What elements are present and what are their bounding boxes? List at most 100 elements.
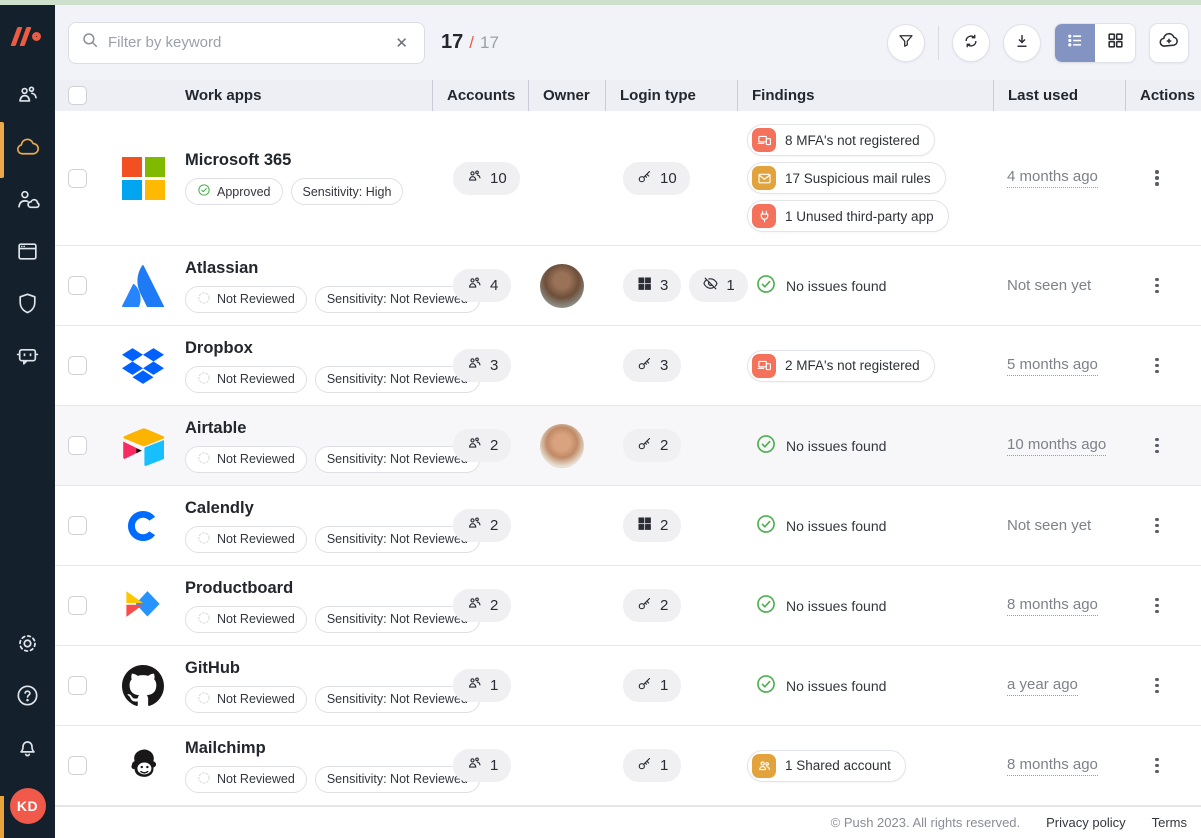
windows-icon bbox=[636, 275, 653, 296]
badge-row: Not Reviewed Sensitivity: Not Reviewed bbox=[185, 685, 480, 713]
cloud-add-icon bbox=[1158, 30, 1180, 55]
no-issues-label: No issues found bbox=[786, 437, 887, 454]
findings-cell: 1 Shared account bbox=[737, 749, 993, 782]
sidebar-item-person-cloud[interactable] bbox=[0, 176, 55, 228]
dashed-circle-icon bbox=[197, 291, 211, 308]
list-view-icon bbox=[1066, 31, 1085, 55]
no-issues-found: No issues found bbox=[747, 593, 886, 618]
key-icon bbox=[636, 168, 653, 189]
findings-stack: 2 MFA's not registered bbox=[747, 349, 935, 382]
dashed-circle-icon bbox=[197, 531, 211, 548]
row-checkbox[interactable] bbox=[68, 596, 87, 615]
column-header-last-used[interactable]: Last used bbox=[1008, 87, 1079, 104]
search-box: ✕ bbox=[68, 21, 425, 64]
team-icon bbox=[15, 83, 40, 113]
view-toggle bbox=[1054, 22, 1136, 63]
row-menu-icon[interactable] bbox=[1149, 352, 1165, 380]
owner-avatar[interactable] bbox=[540, 263, 584, 308]
accounts-icon bbox=[466, 275, 483, 296]
user-avatar[interactable]: KD bbox=[9, 788, 46, 824]
column-header-login-type[interactable]: Login type bbox=[620, 87, 696, 104]
badge-label: Sensitivity: Not Reviewed bbox=[326, 292, 468, 306]
download-button[interactable] bbox=[1003, 23, 1041, 62]
search-input[interactable] bbox=[108, 34, 392, 51]
select-all-checkbox[interactable] bbox=[68, 86, 87, 105]
column-header-work-apps[interactable]: Work apps bbox=[185, 87, 262, 104]
sidebar-item-gear[interactable] bbox=[0, 620, 55, 672]
badge-label: Not Reviewed bbox=[217, 772, 295, 786]
sidebar-item-shield[interactable] bbox=[0, 280, 55, 332]
cloud-add-button[interactable] bbox=[1149, 22, 1189, 63]
owner-avatar[interactable] bbox=[540, 423, 584, 468]
row-menu-icon[interactable] bbox=[1149, 752, 1165, 780]
table-row[interactable]: Microsoft 365 Approved Sensitivity: High 10… bbox=[55, 111, 1201, 246]
row-checkbox[interactable] bbox=[68, 168, 87, 188]
help-icon bbox=[15, 683, 40, 713]
app-badge: Not Reviewed bbox=[185, 765, 307, 793]
table-body: Microsoft 365 Approved Sensitivity: High 10… bbox=[55, 111, 1201, 806]
list-view-button[interactable] bbox=[1055, 23, 1095, 62]
badge-label: Not Reviewed bbox=[217, 532, 295, 546]
login-count: 2 bbox=[660, 597, 669, 614]
check-circle-icon bbox=[755, 673, 777, 698]
table-row[interactable]: Airtable Not Reviewed Sensitivity: Not Rev… bbox=[55, 406, 1201, 486]
sidebar-item-bot[interactable] bbox=[0, 332, 55, 384]
table-row[interactable]: Calendly Not Reviewed Sensitivity: Not Rev… bbox=[55, 486, 1201, 566]
column-header-accounts[interactable]: Accounts bbox=[447, 87, 516, 104]
privacy-policy-link[interactable]: Privacy policy bbox=[1046, 815, 1126, 830]
login-type-cell: 2 bbox=[605, 589, 737, 622]
github-logo bbox=[121, 664, 165, 708]
sidebar-item-team[interactable] bbox=[0, 72, 55, 124]
finding-pill[interactable]: 2 MFA's not registered bbox=[747, 349, 935, 382]
check-circle-icon bbox=[197, 183, 211, 200]
table-row[interactable]: Productboard Not Reviewed Sensitivity: Not… bbox=[55, 566, 1201, 646]
app-info: Mailchimp Not Reviewed Sensitivity: Not Re… bbox=[185, 739, 480, 793]
row-checkbox[interactable] bbox=[68, 516, 87, 535]
sidebar-item-help[interactable] bbox=[0, 672, 55, 724]
row-checkbox-cell bbox=[55, 356, 121, 375]
refresh-button[interactable] bbox=[952, 23, 990, 62]
finding-label: 2 MFA's not registered bbox=[785, 358, 920, 373]
filter-button[interactable] bbox=[887, 23, 925, 62]
badge-row: Not Reviewed Sensitivity: Not Reviewed bbox=[185, 605, 480, 633]
terms-link[interactable]: Terms bbox=[1151, 815, 1187, 830]
row-checkbox[interactable] bbox=[68, 756, 87, 775]
grid-view-button[interactable] bbox=[1095, 24, 1135, 62]
finding-pill[interactable]: 8 MFA's not registered bbox=[747, 124, 935, 156]
row-checkbox-cell bbox=[55, 276, 121, 295]
sidebar-item-browser[interactable] bbox=[0, 228, 55, 280]
row-menu-icon[interactable] bbox=[1149, 592, 1165, 620]
row-menu-icon[interactable] bbox=[1149, 512, 1165, 540]
sidebar-item-cloud[interactable] bbox=[0, 122, 55, 178]
accounts-count: 10 bbox=[490, 169, 507, 187]
finding-pill[interactable]: 1 Unused third-party app bbox=[747, 200, 949, 232]
column-header-findings[interactable]: Findings bbox=[752, 87, 815, 104]
row-checkbox[interactable] bbox=[68, 276, 87, 295]
row-checkbox[interactable] bbox=[68, 436, 87, 455]
counter-current: 17 bbox=[441, 31, 464, 53]
row-checkbox[interactable] bbox=[68, 356, 87, 375]
row-menu-icon[interactable] bbox=[1149, 272, 1165, 300]
mfa-device-icon bbox=[752, 128, 776, 152]
table-row[interactable]: Atlassian Not Reviewed Sensitivity: Not Re… bbox=[55, 246, 1201, 326]
row-menu-icon[interactable] bbox=[1149, 432, 1165, 460]
table-row[interactable]: GitHub Not Reviewed Sensitivity: Not Revie… bbox=[55, 646, 1201, 726]
row-checkbox[interactable] bbox=[68, 676, 87, 695]
row-menu-icon[interactable] bbox=[1149, 164, 1165, 192]
row-menu-icon[interactable] bbox=[1149, 672, 1165, 700]
accounts-pill: 4 bbox=[453, 269, 512, 302]
finding-pill[interactable]: 1 Shared account bbox=[747, 749, 906, 782]
last-used-text: a year ago bbox=[1007, 676, 1078, 696]
push-logo[interactable] bbox=[10, 27, 41, 46]
clear-search-icon[interactable]: ✕ bbox=[395, 34, 408, 52]
column-header-owner[interactable]: Owner bbox=[543, 87, 590, 104]
app-name: Microsoft 365 bbox=[185, 151, 292, 169]
table-row[interactable]: Dropbox Not Reviewed Sensitivity: Not Revi… bbox=[55, 326, 1201, 406]
sidebar-item-bell[interactable] bbox=[0, 724, 55, 776]
mail-icon bbox=[752, 166, 776, 190]
table-row[interactable]: Mailchimp Not Reviewed Sensitivity: Not Re… bbox=[55, 726, 1201, 806]
app-name: Atlassian bbox=[185, 258, 259, 277]
badge-label: Sensitivity: High bbox=[302, 184, 392, 199]
finding-pill[interactable]: 17 Suspicious mail rules bbox=[747, 162, 946, 194]
badge-row: Approved Sensitivity: High bbox=[185, 178, 404, 205]
